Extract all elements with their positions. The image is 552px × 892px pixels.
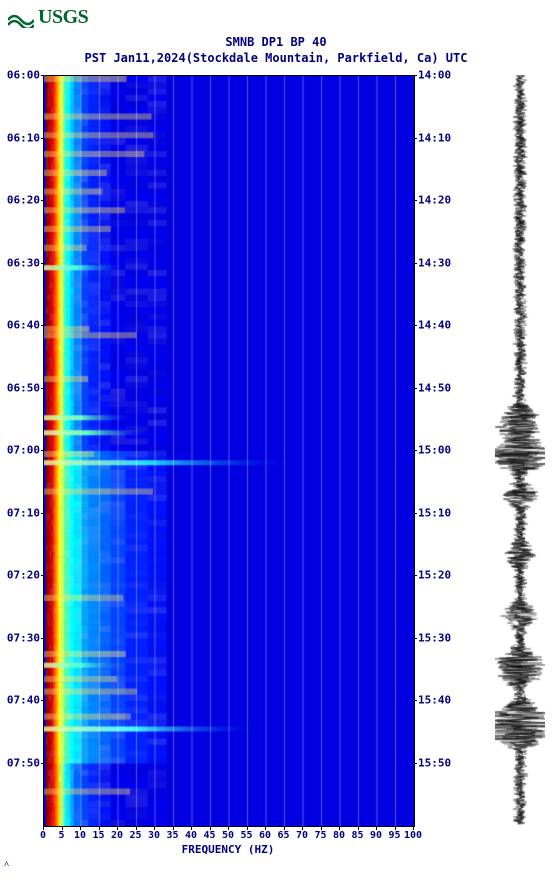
x-tick: 65 <box>277 830 289 841</box>
y-tick-left: 07:40 <box>0 694 40 707</box>
y-tick-left: 07:20 <box>0 569 40 582</box>
x-tick: 15 <box>92 830 104 841</box>
x-tick: 20 <box>111 830 123 841</box>
y-tick-left: 07:50 <box>0 756 40 769</box>
x-tick: 5 <box>58 830 64 841</box>
y-tick-left: 07:00 <box>0 444 40 457</box>
y-tick-left: 06:50 <box>0 381 40 394</box>
x-tick: 80 <box>333 830 345 841</box>
y-tick-left: 06:00 <box>0 69 40 82</box>
y-tick-left: 06:10 <box>0 131 40 144</box>
usgs-wave-icon <box>8 8 34 28</box>
x-tick: 35 <box>166 830 178 841</box>
y-tick-right: 15:30 <box>418 631 460 644</box>
y-tick-right: 15:00 <box>418 444 460 457</box>
x-tick: 90 <box>370 830 382 841</box>
usgs-logo-text: USGS <box>38 6 88 29</box>
y-tick-right: 14:10 <box>418 131 460 144</box>
y-tick-left: 06:40 <box>0 319 40 332</box>
x-tick: 55 <box>240 830 252 841</box>
y-tick-right: 15:50 <box>418 756 460 769</box>
x-tick: 50 <box>222 830 234 841</box>
x-tick: 60 <box>259 830 271 841</box>
x-tick: 40 <box>185 830 197 841</box>
x-tick: 0 <box>40 830 46 841</box>
y-tick-left: 06:20 <box>0 194 40 207</box>
y-tick-right: 14:40 <box>418 319 460 332</box>
x-tick: 100 <box>404 830 422 841</box>
x-tick: 85 <box>351 830 363 841</box>
y-tick-left: 07:30 <box>0 631 40 644</box>
y-tick-right: 14:50 <box>418 381 460 394</box>
x-tick: 70 <box>296 830 308 841</box>
chart-area: 06:0006:1006:2006:3006:4006:5007:0007:10… <box>0 75 552 855</box>
seismogram-canvas <box>495 75 545 825</box>
x-tick: 95 <box>388 830 400 841</box>
chart-title: SMNB DP1 BP 40 <box>0 35 552 49</box>
x-axis-label: FREQUENCY (HZ) <box>43 843 413 856</box>
spectrogram-canvas <box>43 75 415 827</box>
usgs-logo: USGS <box>0 0 552 35</box>
x-tick: 45 <box>203 830 215 841</box>
y-tick-right: 14:20 <box>418 194 460 207</box>
footer-caret: ˄ <box>0 855 552 874</box>
y-tick-left: 06:30 <box>0 256 40 269</box>
y-tick-left: 07:10 <box>0 506 40 519</box>
y-tick-right: 14:30 <box>418 256 460 269</box>
y-tick-right: 14:00 <box>418 69 460 82</box>
chart-subtitle: PST Jan11,2024(Stockdale Mountain, Parkf… <box>0 51 552 65</box>
x-tick: 75 <box>314 830 326 841</box>
x-tick: 10 <box>74 830 86 841</box>
y-tick-right: 15:20 <box>418 569 460 582</box>
y-tick-right: 15:40 <box>418 694 460 707</box>
x-tick: 25 <box>129 830 141 841</box>
y-tick-right: 15:10 <box>418 506 460 519</box>
x-tick: 30 <box>148 830 160 841</box>
